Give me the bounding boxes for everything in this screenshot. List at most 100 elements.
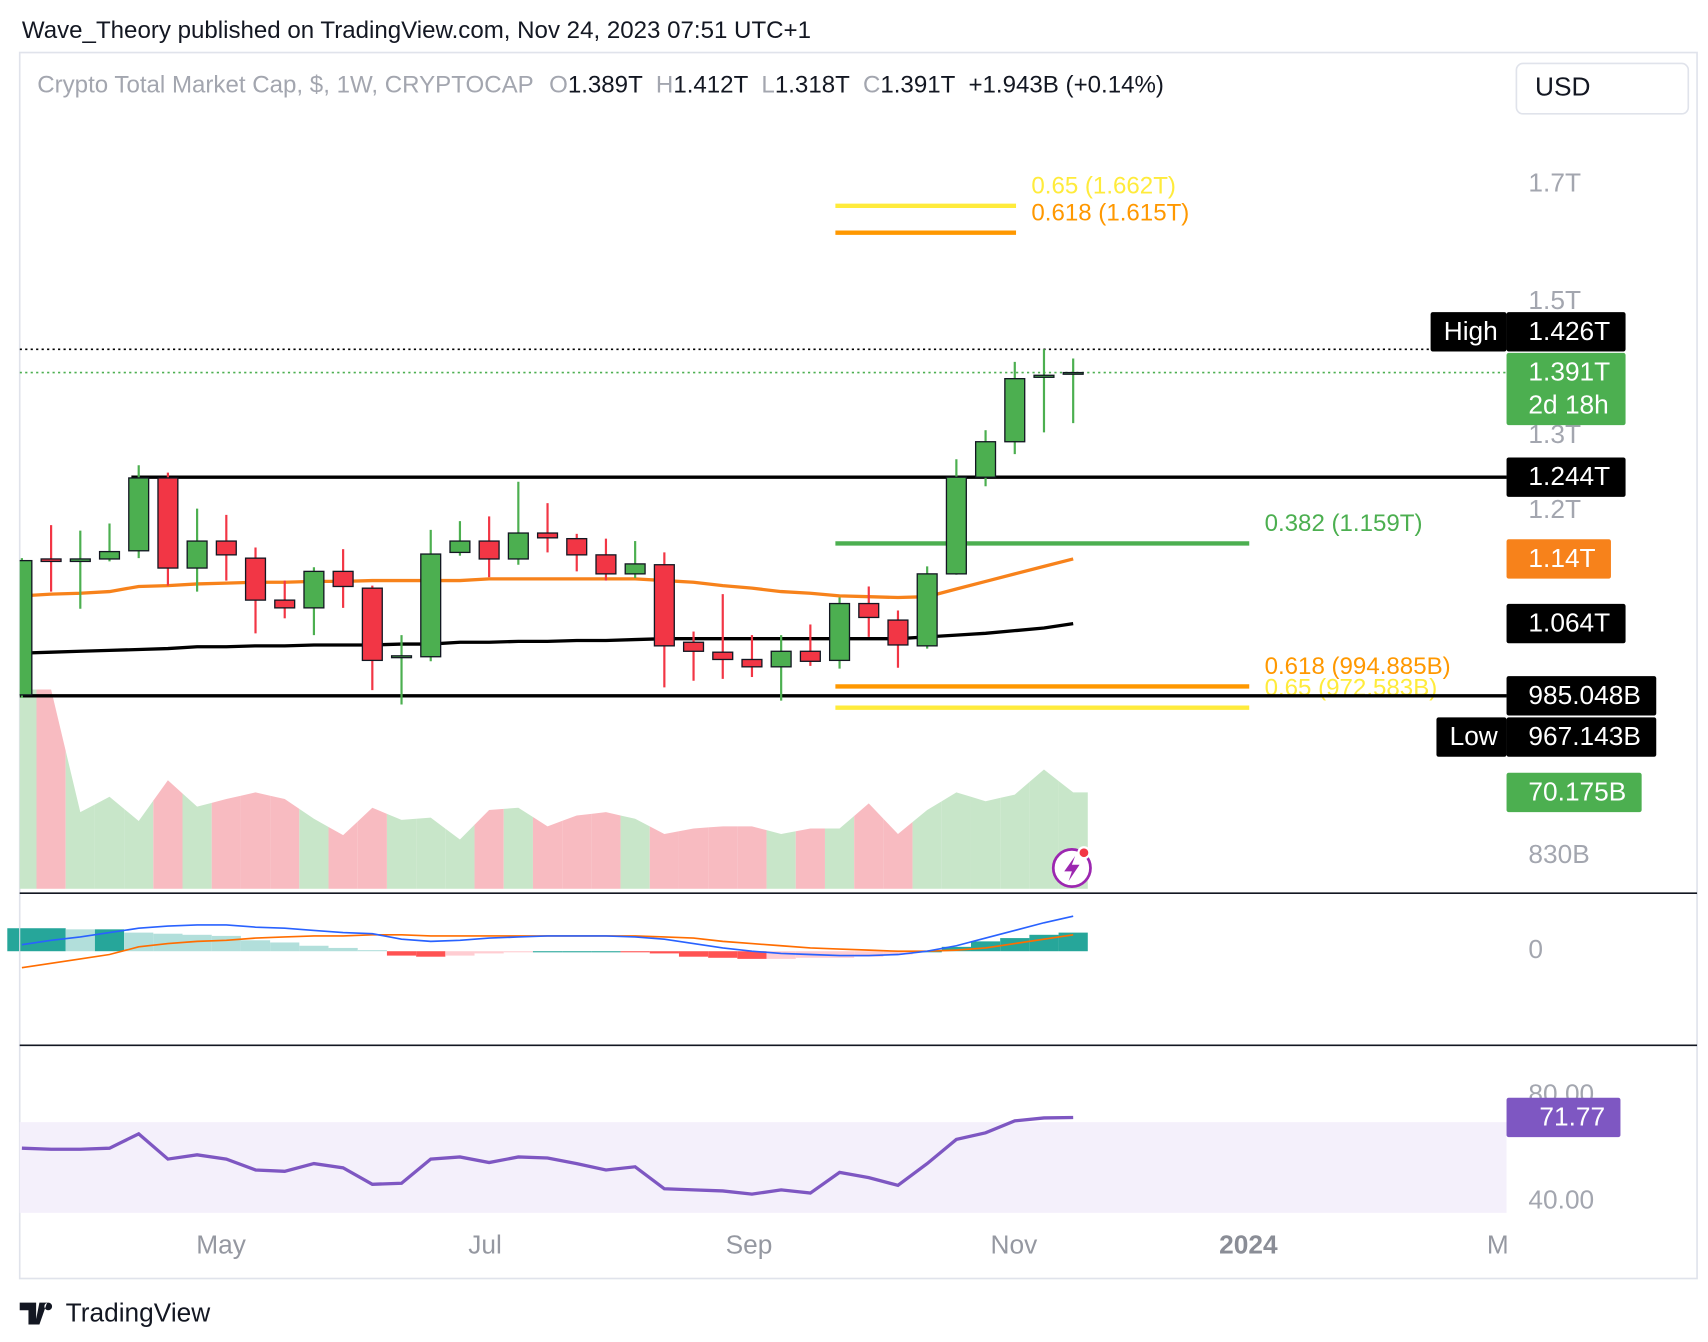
logo-mark (19, 1302, 53, 1325)
ohlc-value: 1.389T (568, 72, 643, 99)
candle-body (945, 476, 967, 575)
volume-area (124, 800, 154, 889)
y-tick-label: 1.5T (1528, 285, 1581, 315)
macd-histogram-bar (883, 951, 913, 955)
macd-histogram-bar (649, 951, 679, 954)
price-tag-box (1430, 312, 1507, 352)
candle-body (420, 553, 442, 658)
macd-line (21, 915, 1074, 957)
price-label-box (1506, 457, 1626, 497)
volume-area (678, 827, 709, 889)
volume-area (708, 826, 738, 889)
symbol-title: Crypto Total Market Cap, $, 1W, CRYPTOCA… (37, 72, 534, 99)
candle-body (128, 477, 150, 552)
alert-dot (1077, 846, 1091, 860)
volume-area (36, 689, 66, 889)
countdown-label: 2d 18h (1528, 389, 1608, 419)
change-value: +1.943B (+0.14%) (968, 72, 1163, 99)
ohlc-key: O (549, 72, 568, 99)
volume-area (182, 793, 212, 889)
macd-histogram-bar (153, 933, 183, 952)
y-tick-label: 1.2T (1528, 494, 1581, 524)
candle-body (566, 537, 588, 556)
macd-histogram-bar (503, 951, 533, 953)
candle-body (653, 564, 675, 647)
macd-histogram-bar (1058, 932, 1088, 952)
macd-histogram-bar (941, 946, 971, 952)
rsi-label-box (1506, 1097, 1621, 1138)
macd-tick-label: 0 (1528, 934, 1543, 964)
candle-body (741, 658, 763, 668)
volume-area (795, 828, 825, 889)
volume-area (854, 803, 884, 889)
volume-area (19, 689, 37, 889)
price-label: 967.143B (1528, 721, 1640, 751)
volume-area (941, 792, 971, 889)
fib-label: 0.618 (994.885B) (1265, 653, 1451, 680)
macd-histogram-bar (445, 951, 475, 956)
price-label: 1.14T (1528, 543, 1595, 573)
volume-area (153, 780, 183, 889)
ohlc-value: 1.318T (775, 72, 850, 99)
volume-area (883, 818, 913, 889)
price-label-box (1506, 539, 1611, 579)
macd-histogram-bar (854, 951, 884, 957)
x-tick-label: Jul (468, 1230, 502, 1260)
symbol-legend: Crypto Total Market Cap, $, 1W, CRYPTOCA… (37, 72, 1164, 99)
price-label: 985.048B (1528, 680, 1640, 710)
candle-body (828, 602, 851, 662)
currency-button[interactable] (1515, 62, 1690, 115)
volume-area (532, 817, 563, 889)
macd-histogram-bar (299, 945, 329, 952)
volume-area (65, 750, 95, 889)
x-tick-label: May (196, 1230, 246, 1260)
macd-histogram-bar (737, 951, 767, 959)
macd-histogram-bar (357, 950, 387, 952)
ohlc-value: 1.412T (673, 72, 748, 99)
fib-label: 0.618 (1.615T) (1031, 199, 1189, 226)
candle-body (712, 651, 734, 661)
volume-area (620, 815, 650, 889)
macd-histogram-bar (970, 941, 1001, 952)
x-tick-label: Nov (991, 1230, 1039, 1260)
macd-pane: 0 (7, 895, 1543, 1046)
price-label-box (1506, 312, 1626, 352)
candle-body (887, 619, 909, 646)
volume-area (766, 830, 796, 889)
volume-area (591, 812, 621, 889)
candle-body (1062, 371, 1084, 375)
candle-body (390, 655, 413, 659)
ohlc-value: 1.391T (880, 72, 955, 99)
volume-area (445, 824, 475, 889)
candle-body (770, 650, 792, 668)
candle-body (478, 540, 500, 560)
candle-body (1033, 374, 1055, 378)
volume-area (328, 821, 358, 889)
price-label: 1.391T (1528, 357, 1610, 387)
macd-histogram-bar (620, 951, 650, 953)
volume-area (970, 796, 1001, 889)
currency-label[interactable]: USD (1535, 72, 1590, 102)
volume-area (270, 795, 300, 889)
alert-icon (1051, 846, 1092, 889)
x-tick-label: 2024 (1219, 1230, 1278, 1260)
candle-body (361, 587, 383, 662)
candle-body (40, 558, 62, 563)
price-pane: 0.65 (1.662T)0.618 (1.615T) 0.382 (1.159T… (19, 173, 1507, 889)
macd-histogram-bar (94, 929, 125, 952)
candle-body (682, 641, 705, 652)
macd-histogram-bar (678, 951, 709, 957)
candle-body (274, 599, 296, 609)
alert-bolt (1064, 855, 1080, 882)
price-label-box (1506, 676, 1657, 716)
volume-area (562, 813, 592, 889)
macd-histogram-bar (211, 935, 241, 952)
macd-histogram-bar (708, 951, 738, 958)
macd-histogram-bar (7, 928, 37, 952)
time-axis: May Jul Sep Nov 2024 M (196, 1217, 1507, 1260)
volume-area (912, 801, 942, 889)
candle-body (303, 570, 325, 609)
rsi-tick-label: 40.00 (1528, 1185, 1594, 1215)
